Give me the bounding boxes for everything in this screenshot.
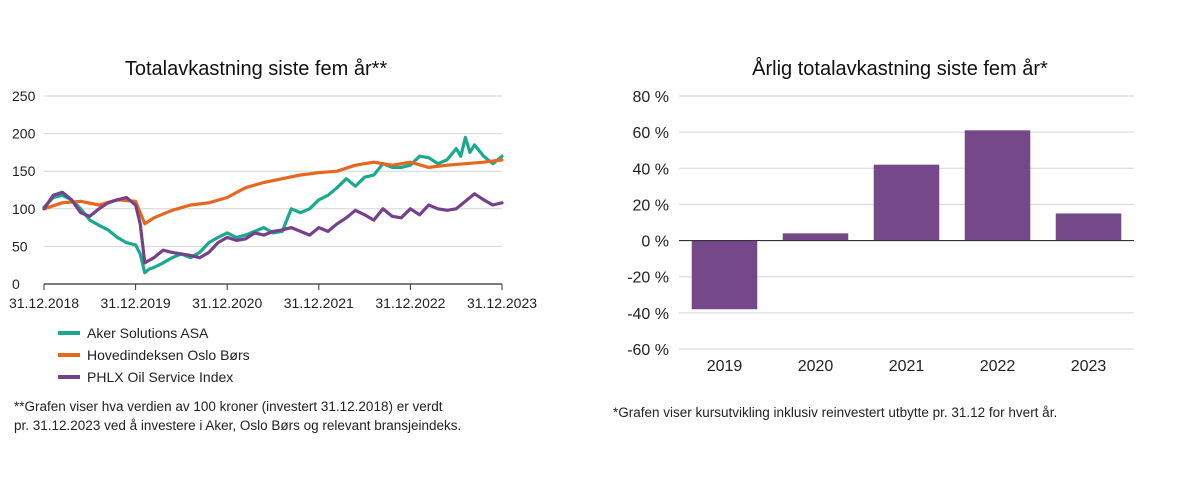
bar-chart-title: Årlig totalavkastning siste fem år* [752, 57, 1048, 80]
bar-2019 [691, 240, 758, 310]
bar-chart-x-tick: 2023 [1071, 358, 1107, 375]
line-chart-series [42, 135, 504, 275]
bar-chart-x-tick: 2021 [889, 358, 925, 375]
bar-chart-x-tick: 2020 [798, 358, 834, 375]
line-chart-x-tick: 31.12.2022 [375, 295, 445, 311]
legend-label-1: Hovedindeksen Oslo Børs [87, 347, 250, 363]
bar-chart-y-tick: 40 % [633, 161, 669, 178]
line-chart-y-tick: 50 [12, 238, 28, 254]
line-chart-footnote-line-2: pr. 31.12.2023 ved å investere i Aker, O… [14, 418, 462, 433]
line-chart-legend: Aker Solutions ASA Hovedindeksen Oslo Bør… [58, 325, 250, 385]
line-chart-y-tick: 250 [12, 88, 36, 104]
line-chart-grid [44, 95, 502, 285]
bar-2021 [873, 164, 940, 241]
legend-label-0: Aker Solutions ASA [87, 325, 209, 341]
line-chart-y-tick: 150 [12, 163, 36, 179]
line-chart-y-tick: 200 [12, 126, 36, 142]
line-series-1 [42, 158, 504, 226]
bar-chart-y-tick: 80 % [633, 89, 669, 106]
bar-chart-footnote: *Grafen viser kursutvikling inklusiv rei… [613, 405, 1058, 420]
line-chart-x-tick: 31.12.2019 [101, 295, 171, 311]
bar-chart-bars [691, 130, 1122, 310]
line-chart-footnote: **Grafen viser hva verdien av 100 kroner… [14, 397, 461, 435]
line-chart-x-tick: 31.12.2020 [192, 295, 262, 311]
line-chart-y-tick: 0 [12, 276, 20, 292]
bar-2020 [782, 233, 849, 241]
bar-chart-y-tick: 60 % [633, 125, 669, 142]
bar-chart-y-tick: -20 % [627, 270, 669, 287]
line-chart-y-axis: 0 50 100 150 200 250 [12, 88, 36, 292]
bar-chart-y-axis: -60 % -40 % -20 % 0 % 20 % 40 % 60 % 80 % [627, 89, 669, 359]
line-series-0 [42, 135, 504, 275]
bar-chart-x-tick: 2019 [707, 358, 743, 375]
line-chart-y-tick: 100 [12, 201, 36, 217]
line-chart-footnote-line-1: **Grafen viser hva verdien av 100 kroner… [14, 399, 443, 414]
bar-chart-x-tick: 2022 [980, 358, 1016, 375]
line-chart: Totalavkastning siste fem år** 0 50 100 150… [9, 58, 537, 385]
bar-2022 [964, 130, 1031, 241]
bar-chart-y-tick: 20 % [633, 197, 669, 214]
legend-label-2: PHLX Oil Service Index [87, 369, 233, 385]
line-chart-x-tick: 31.12.2023 [467, 295, 537, 311]
bar-chart-y-tick: -60 % [627, 342, 669, 359]
bar-chart: Årlig totalavkastning siste fem år* -60 … [627, 57, 1134, 375]
bar-chart-y-tick: -40 % [627, 306, 669, 323]
line-chart-x-tick: 31.12.2021 [284, 295, 354, 311]
line-chart-title: Totalavkastning siste fem år** [125, 58, 388, 80]
line-chart-x-axis: 31.12.2018 31.12.2019 31.12.2020 31.12.2021… [9, 284, 537, 311]
bar-chart-y-tick: 0 % [641, 234, 669, 251]
line-chart-x-tick: 31.12.2018 [9, 295, 79, 311]
bar-chart-x-axis: 2019 2020 2021 2022 2023 [707, 358, 1107, 375]
line-series-2 [42, 190, 504, 265]
bar-2023 [1055, 213, 1122, 241]
